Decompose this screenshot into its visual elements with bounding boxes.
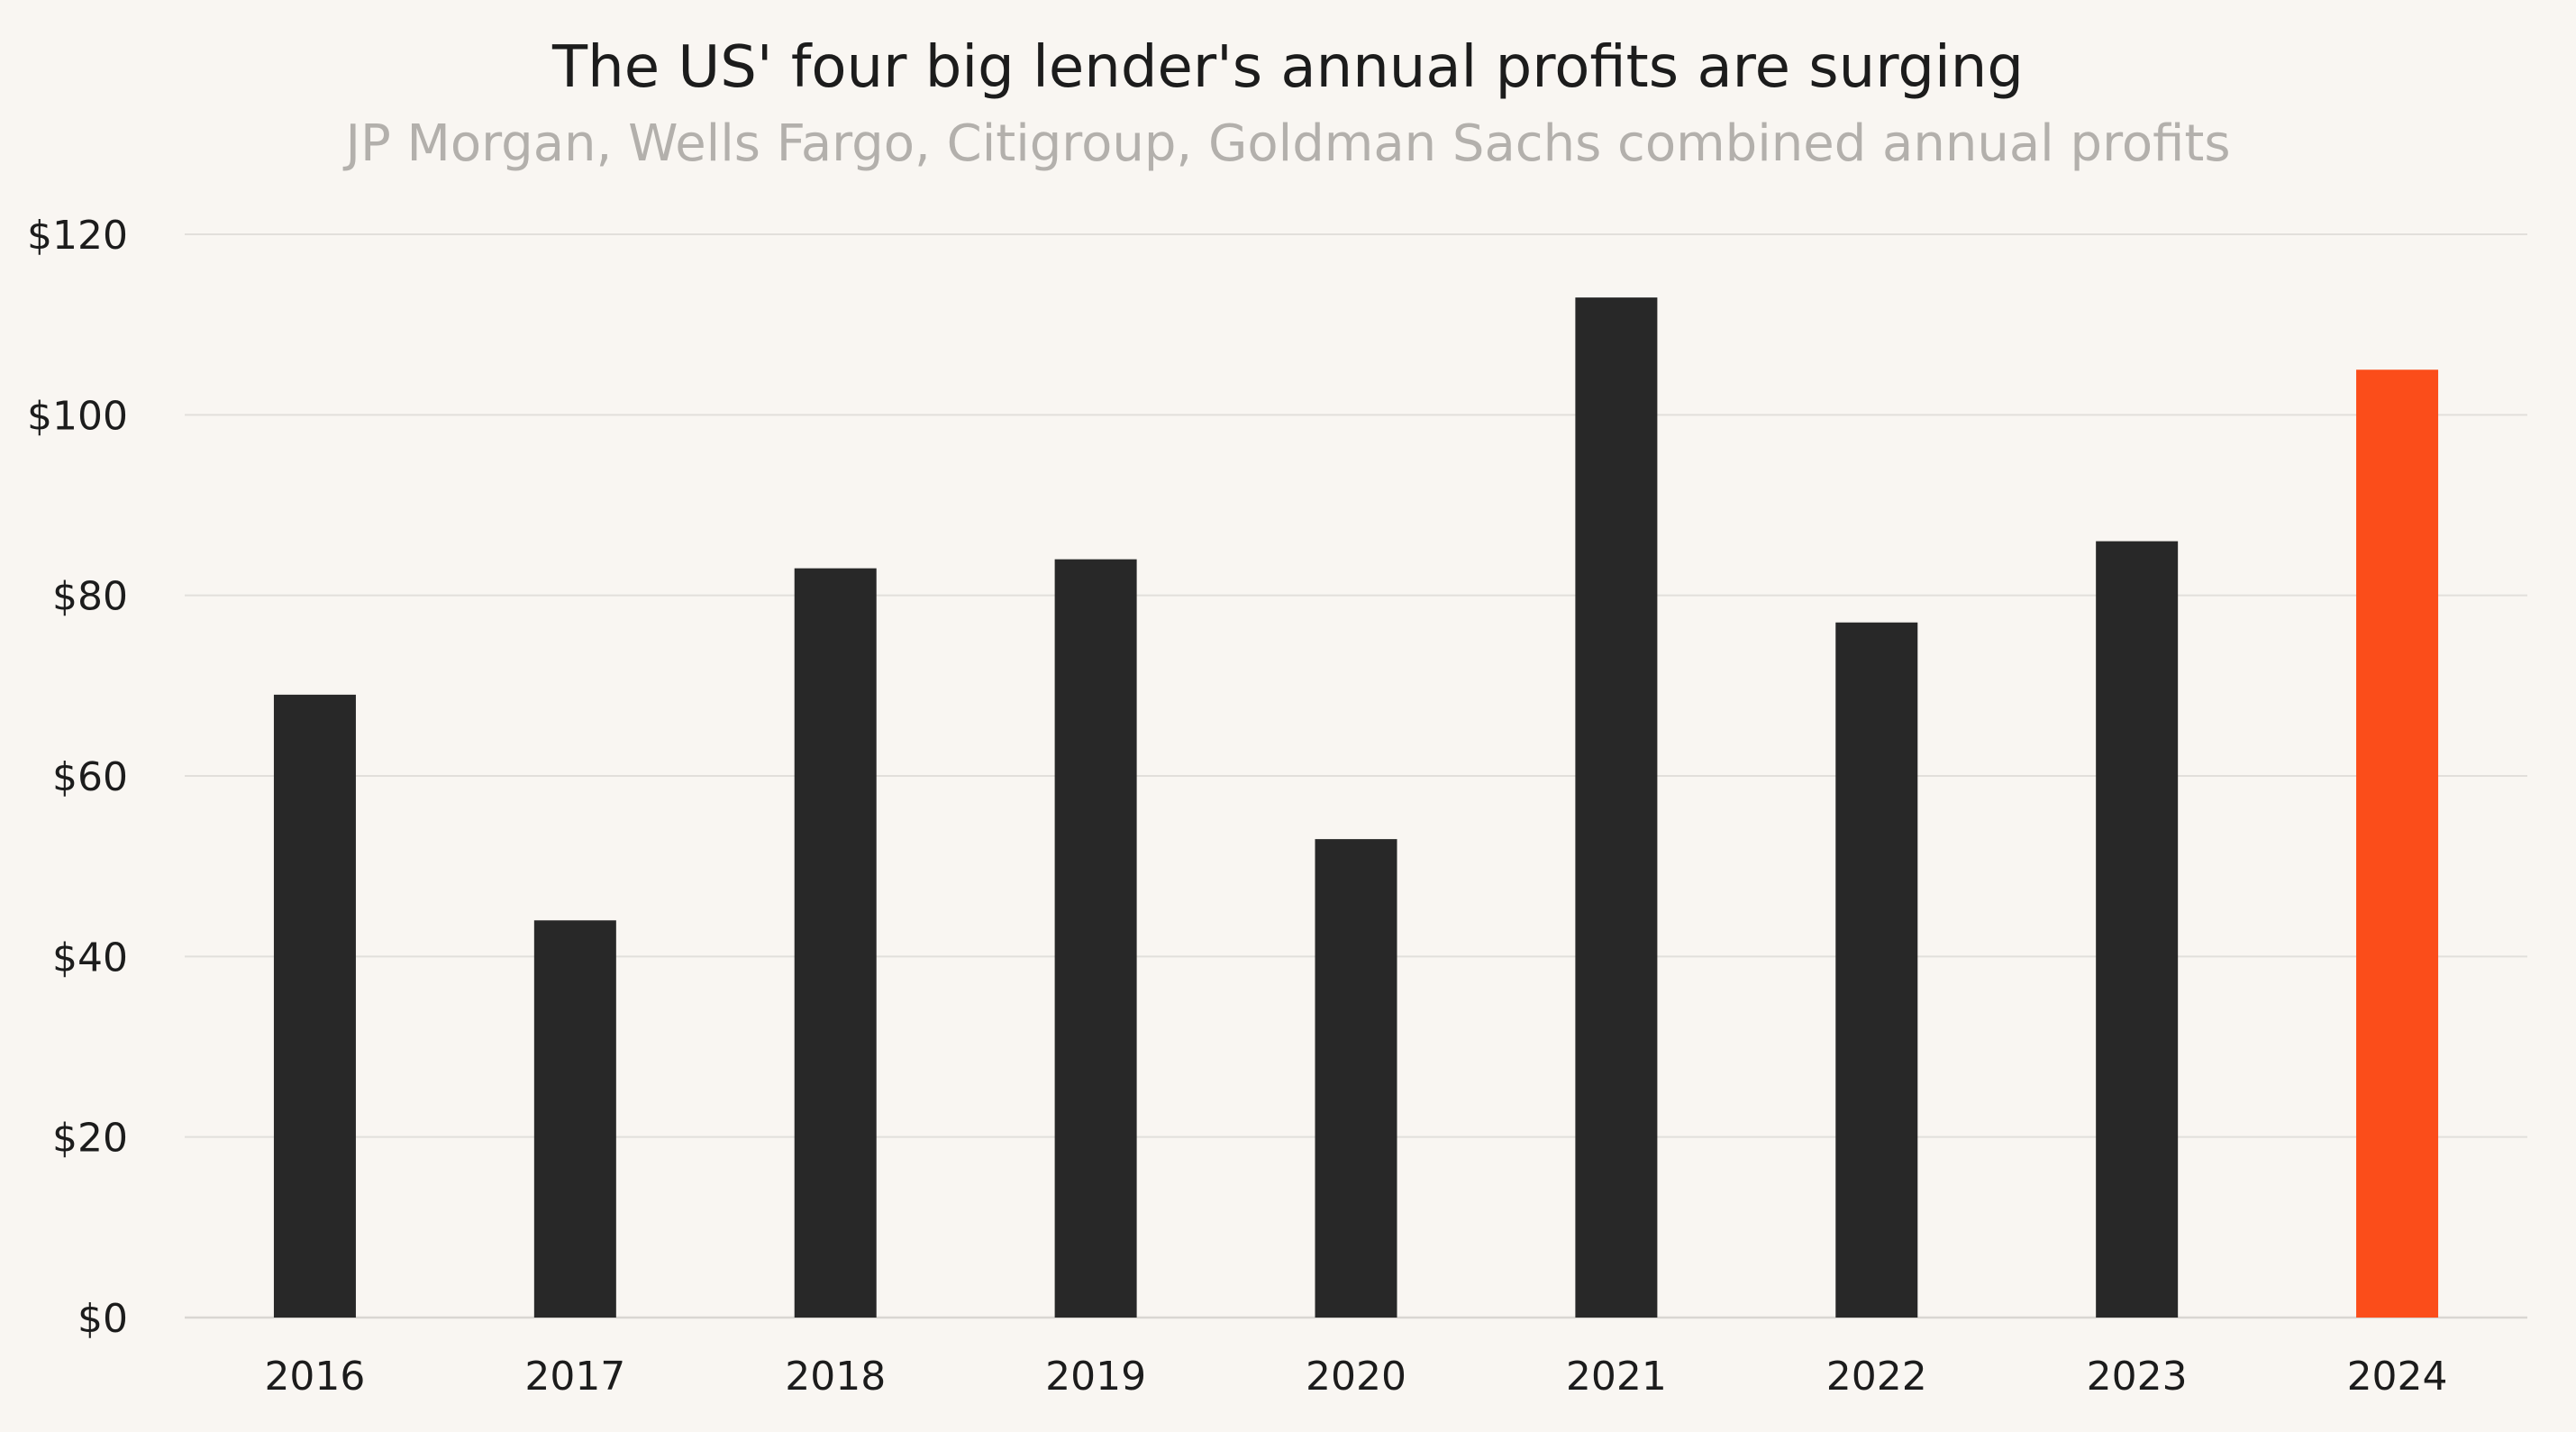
chart-title: The US' four big lender's annual profits… bbox=[552, 34, 2024, 101]
x-tick-label: 2023 bbox=[2087, 1354, 2188, 1400]
x-tick-label: 2017 bbox=[524, 1354, 625, 1400]
bars bbox=[273, 297, 2439, 1318]
bar-2017 bbox=[533, 920, 616, 1318]
bar-2020 bbox=[1315, 839, 1397, 1318]
y-tick-label: $40 bbox=[52, 935, 128, 981]
bar-2022 bbox=[1835, 622, 1918, 1318]
bar-2019 bbox=[1054, 559, 1137, 1318]
x-tick-label: 2020 bbox=[1306, 1354, 1406, 1400]
y-tick-label: $100 bbox=[27, 393, 128, 439]
x-tick-label: 2021 bbox=[1566, 1354, 1667, 1400]
bar-2024 bbox=[2356, 369, 2439, 1318]
y-tick-label: $120 bbox=[27, 213, 128, 259]
y-tick-label: $0 bbox=[77, 1296, 128, 1342]
x-tick-label: 2018 bbox=[785, 1354, 886, 1400]
x-axis: 2016 2017 2018 2019 2020 2021 2022 2023 2024 bbox=[264, 1354, 2447, 1400]
bar-2018 bbox=[794, 568, 877, 1318]
bar-2016 bbox=[273, 694, 356, 1318]
y-tick-label: $60 bbox=[52, 754, 128, 800]
x-tick-label: 2022 bbox=[1826, 1354, 1927, 1400]
x-tick-label: 2016 bbox=[264, 1354, 365, 1400]
y-tick-label: $20 bbox=[52, 1116, 128, 1162]
y-axis: $0 $20 $40 $60 $80 $100 $120 bbox=[27, 213, 128, 1342]
chart-subtitle: JP Morgan, Wells Fargo, Citigroup, Goldm… bbox=[345, 114, 2231, 173]
x-tick-label: 2024 bbox=[2347, 1354, 2448, 1400]
bar-2023 bbox=[2096, 541, 2179, 1318]
bar-2021 bbox=[1575, 297, 1658, 1318]
y-tick-label: $80 bbox=[52, 574, 128, 620]
x-tick-label: 2019 bbox=[1045, 1354, 1146, 1400]
